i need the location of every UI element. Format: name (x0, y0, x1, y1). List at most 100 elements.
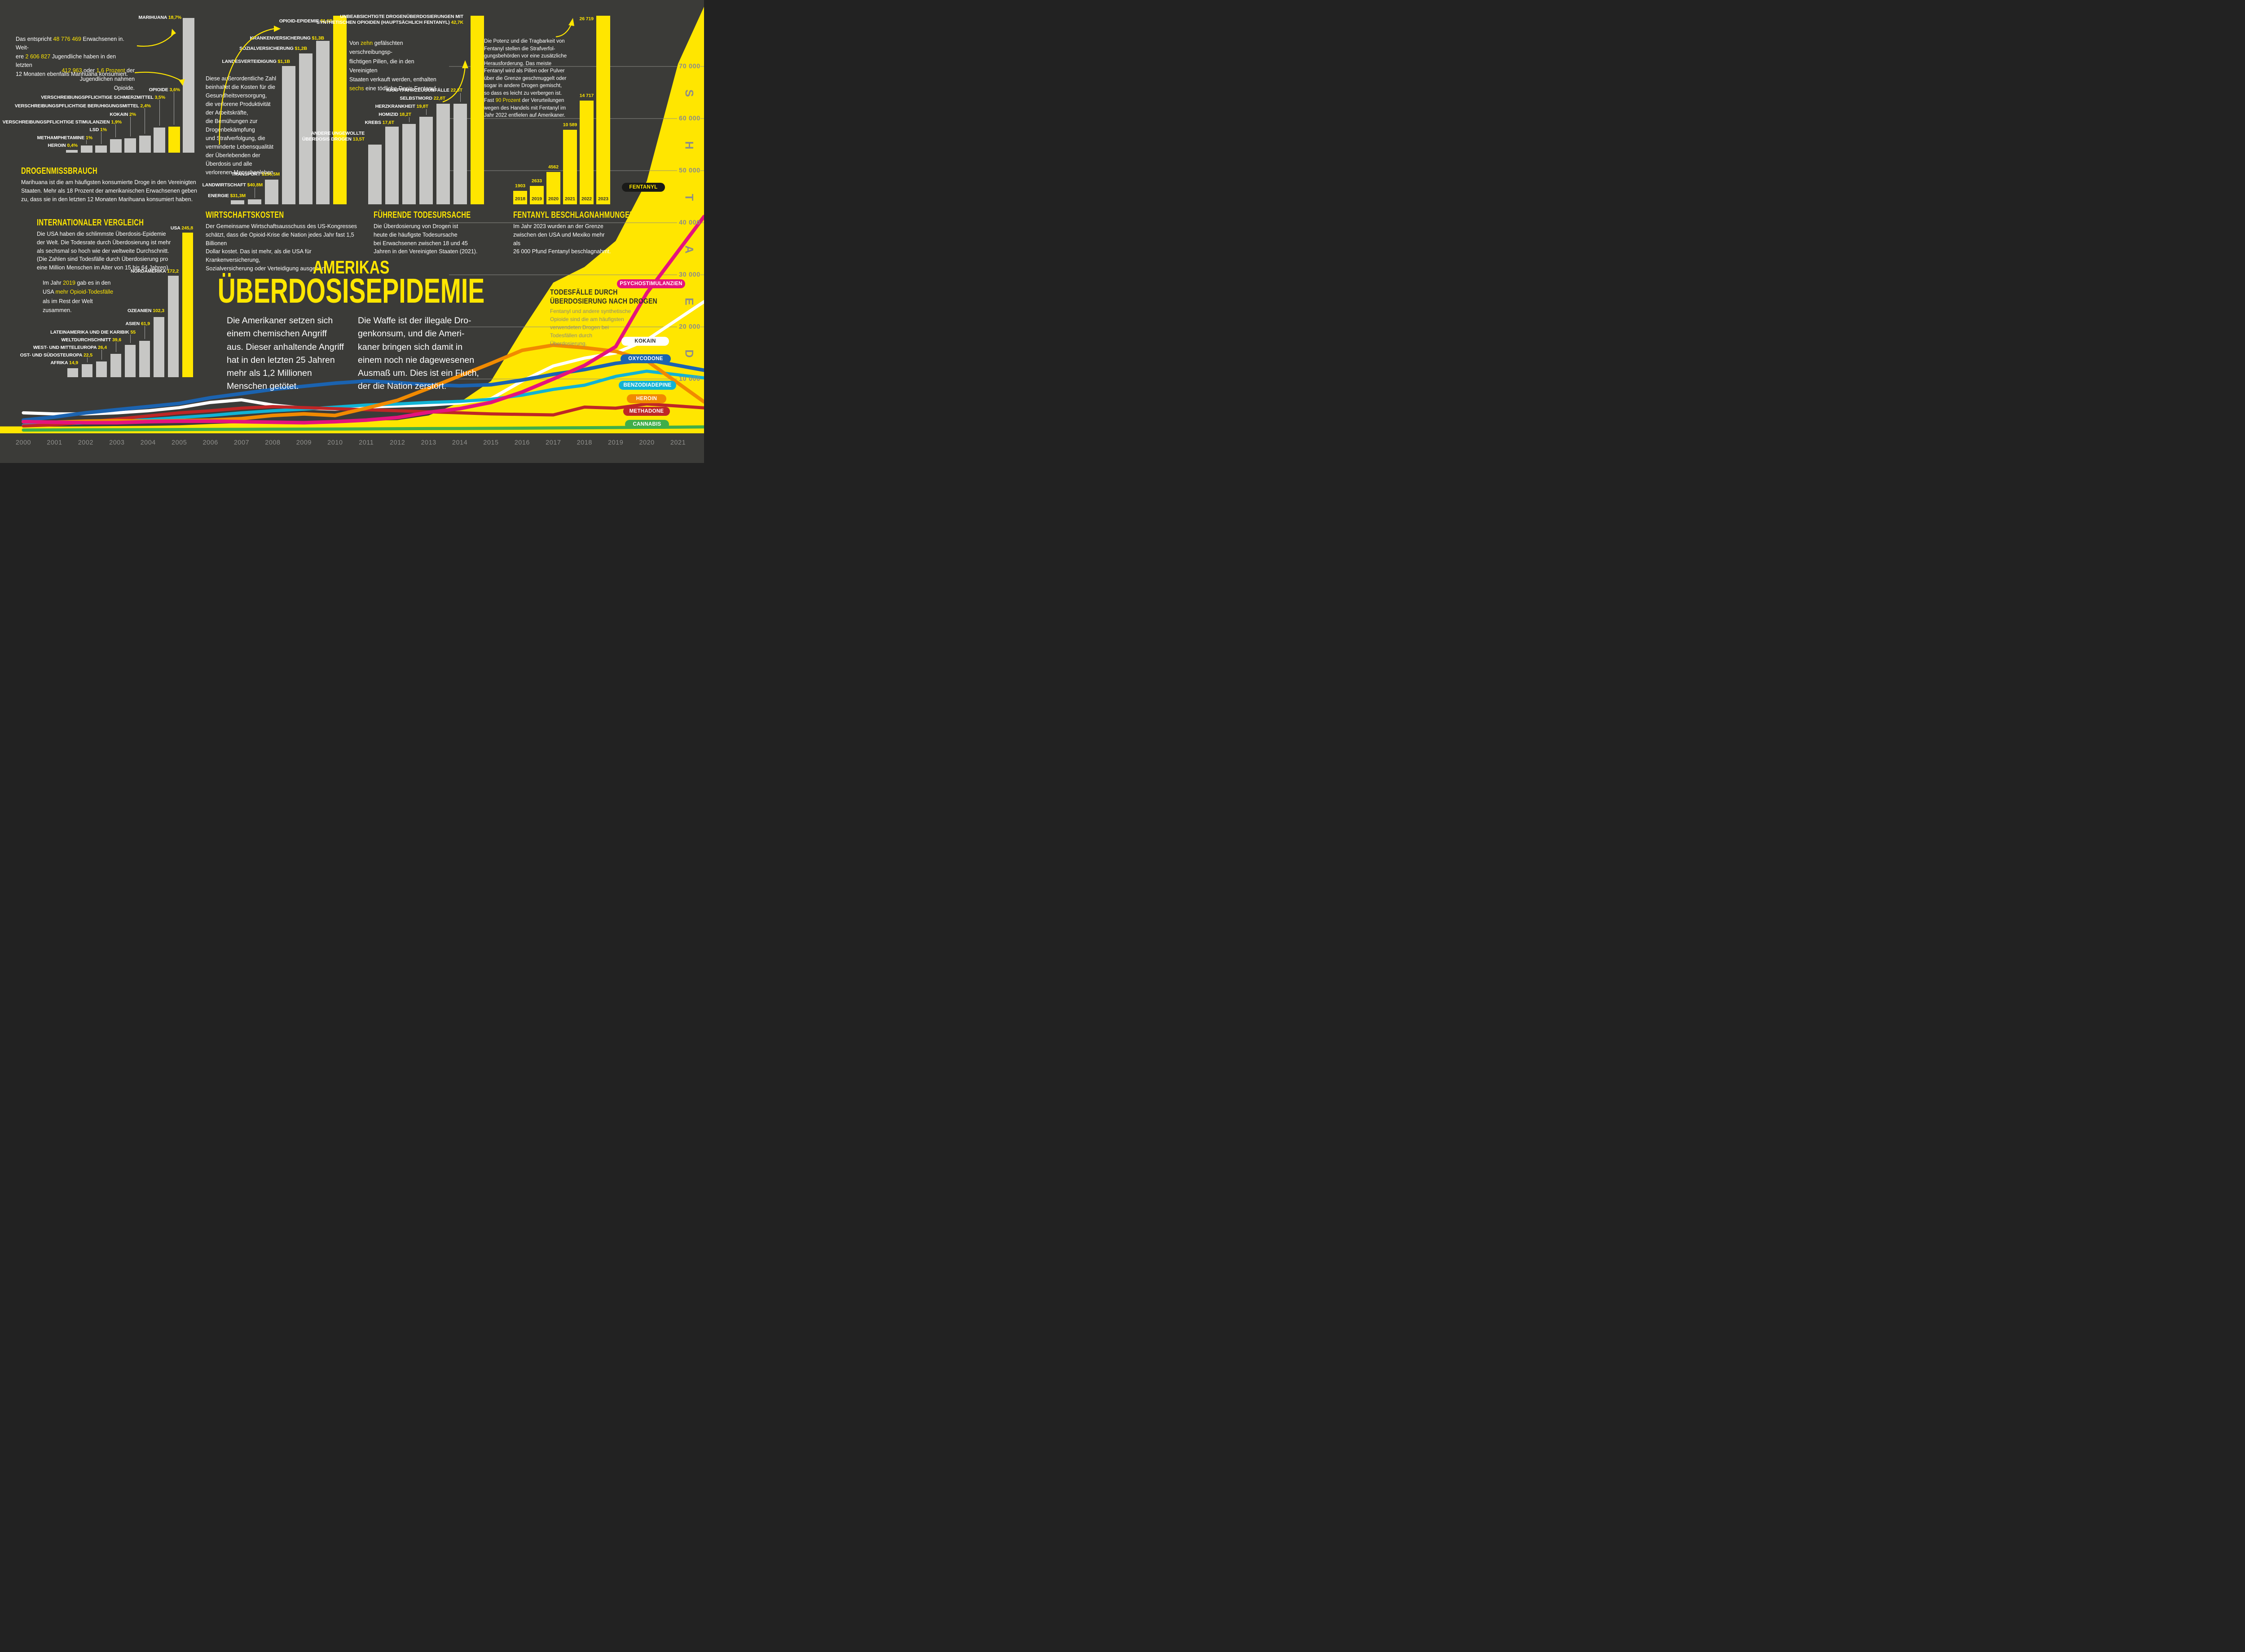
text-segment: 42,7K (451, 20, 463, 26)
text-segment: gab es in den USA (43, 280, 111, 295)
text-segment: 22,8T (433, 96, 445, 101)
text-segment: VERSCHREIBUNGSPFLICHTIGE SCHMERZMITTEL (41, 95, 155, 100)
text-segment: Das entspricht (16, 36, 53, 42)
text-segment: 2 606 827 (25, 53, 51, 60)
bar-year-label: 2022 (580, 196, 594, 202)
bar-verschreibungspflichtige-beruhigungsmittel (139, 136, 151, 153)
bar-label: UNBEABSICHTIGTE DROGENÜBERDOSIERUNGEN MI… (317, 14, 463, 26)
legend-pill-methadone: METHADONE (623, 407, 670, 416)
bar-transport (265, 180, 278, 204)
main-title-line2: ÜBERDOSISEPIDEMIE (217, 272, 485, 310)
x-axis-year: 2009 (296, 439, 312, 446)
bar-value-label: 4562 (540, 164, 567, 170)
text-segment: sechs (349, 85, 364, 92)
legend-pill-benzodiadepine: BENZODIADEPINE (619, 381, 676, 390)
heading-wirtschaftskosten: WIRTSCHAFTSKOSTEN (206, 210, 284, 220)
bar-label: ASIEN 61,9 (126, 321, 150, 326)
body-drogenmissbrauch: Marihuana ist die am häufigsten konsumie… (21, 179, 197, 203)
bar-label: LSD 1% (89, 127, 107, 132)
bar-label: OPIOID-EPIDEMIE $1,5B (279, 18, 333, 24)
text-segment: 55 (130, 330, 136, 335)
y-tick-label: 40 000 (679, 219, 700, 226)
bar-2019 (530, 186, 544, 204)
bar-2020 (546, 172, 560, 204)
text-segment: 17,6T (382, 120, 394, 125)
text-segment: 18,7% (168, 15, 181, 20)
bar-asien (139, 341, 150, 377)
heading-deaths-by-drug: TODESFÄLLE DURCH ÜBERDOSIERUNG NACH DROG… (550, 288, 657, 306)
text-segment: OPIOIDE (149, 87, 170, 93)
text-segment: 1% (86, 135, 92, 141)
bar-label: NORDAMERIKA 172,2 (131, 269, 179, 274)
text-segment: LSD (89, 127, 101, 132)
text-segment: 2633 (532, 178, 542, 184)
text-segment: LANDWIRTSCHAFT (202, 182, 247, 188)
label-leader-line (115, 124, 116, 137)
bar-label: SELBSTMORD 22,8T (400, 96, 445, 101)
bar-energie (231, 200, 244, 204)
x-axis-years: 2000 2001 2002 2003 2004 2005 2006 2007 2008 2009… (0, 0, 704, 463)
text-segment: ÜBERDOSIS DROGEN (302, 137, 353, 142)
text-segment: 39,6 (112, 337, 121, 343)
text-segment: 2023 (598, 196, 608, 202)
text-segment: gefälschten verschreibungsp- flichtigen … (349, 40, 436, 83)
text-segment: 2020 (548, 196, 559, 202)
legend-pill-cannabis: CANNABIS (625, 420, 669, 429)
text-segment: 14,9 (69, 360, 78, 366)
bar-kraftfahrzeugunf-lle (453, 104, 467, 204)
bar-year-label: 2020 (546, 196, 560, 202)
text-segment: Die Potenz und die Tragbarkeit von Fenta… (484, 39, 567, 104)
text-segment: 1,9% (111, 119, 122, 125)
bar-label: VERSCHREIBUNGSPFLICHTIGE STIMULANZIEN 1,… (3, 119, 122, 125)
bar-krebs (385, 127, 399, 204)
text-segment: 2021 (565, 196, 575, 202)
body-international: Die USA haben die schlimmste Überdosis-E… (37, 231, 171, 271)
text-segment: 2,4% (140, 103, 151, 109)
text-segment: der Verurteilungen wegen des Handels mit… (484, 98, 566, 119)
x-axis-year: 2001 (47, 439, 62, 446)
note-fentanyl-potenz: Die Potenz und die Tragbarkeit von Fenta… (484, 38, 569, 119)
label-leader-line (101, 350, 102, 360)
text-segment: Erwachsenen in. Weit- ere (16, 36, 124, 60)
text-segment: 245,8 (181, 225, 193, 231)
text-segment: 26,4 (97, 345, 107, 350)
text-segment: ANDERE UNGEWOLLTE (311, 131, 365, 136)
text-segment: 3,5% (154, 95, 165, 100)
y-tick-label: 20 000 (679, 323, 700, 330)
bar-afrika (67, 368, 78, 377)
text-segment: 26 719 (579, 16, 594, 22)
x-axis-year: 2018 (577, 439, 592, 446)
x-axis-year: 2015 (483, 439, 499, 446)
bar-label: WELTDURCHSCHNITT 39,6 (61, 337, 121, 343)
x-axis-year: 2017 (546, 439, 561, 446)
bar-methamphetamine (80, 145, 92, 153)
body-wirtschaftskosten: Der Gemeinsame Wirtschaftsausschuss des … (206, 223, 357, 272)
text-segment: $1,5B (320, 18, 333, 24)
chart-internationaler-vergleich: AFRIKA 14,9 OST- UND SÜDOSTEUROPA 22,5 WES… (0, 0, 704, 463)
body-fentanyl: Im Jahr 2023 wurden an der Grenze zwisch… (513, 223, 611, 255)
bar-herzkrankheit (419, 117, 433, 204)
bar-kokain (124, 138, 136, 153)
overdose-line-chart (0, 7, 704, 433)
chart-fentanyl-beschlagnahmungen: 2018 1903 2019 2633 2020 4562 2021 10 589 2022 14… (0, 0, 704, 463)
text-segment: VERSCHREIBUNGSPFLICHTIGE BERUHIGUNGSMITT… (14, 103, 141, 109)
text-segment: KREBS (365, 120, 383, 125)
bar-label: METHAMPHETAMINE 1% (37, 135, 93, 141)
bar-label: MARIHUANA 18,7% (138, 15, 181, 20)
text-segment: OZEANIEN (127, 308, 153, 313)
bar-weltdurchschnitt (110, 354, 121, 377)
text-segment: HERZKRANKHEIT (375, 104, 417, 109)
bar-nordamerika (168, 276, 179, 377)
text-segment: 13,5T (352, 137, 365, 142)
text-segment: 18,2T (399, 112, 411, 117)
bar-west-und-mitteleuropa (96, 361, 107, 377)
text-segment: 3,6% (169, 87, 180, 93)
footer-strip (0, 433, 704, 463)
text-segment: MARIHUANA (138, 15, 168, 20)
bar-label: HERZKRANKHEIT 19,8T (375, 104, 428, 109)
line-cannabis (22, 425, 704, 432)
text-segment: $196,5M (261, 172, 280, 177)
text-segment: 19,8T (416, 104, 428, 109)
text-segment: ENERGIE (208, 193, 230, 198)
bar-label: VERSCHREIBUNGSPFLICHTIGE SCHMERZMITTEL 3… (41, 95, 165, 100)
